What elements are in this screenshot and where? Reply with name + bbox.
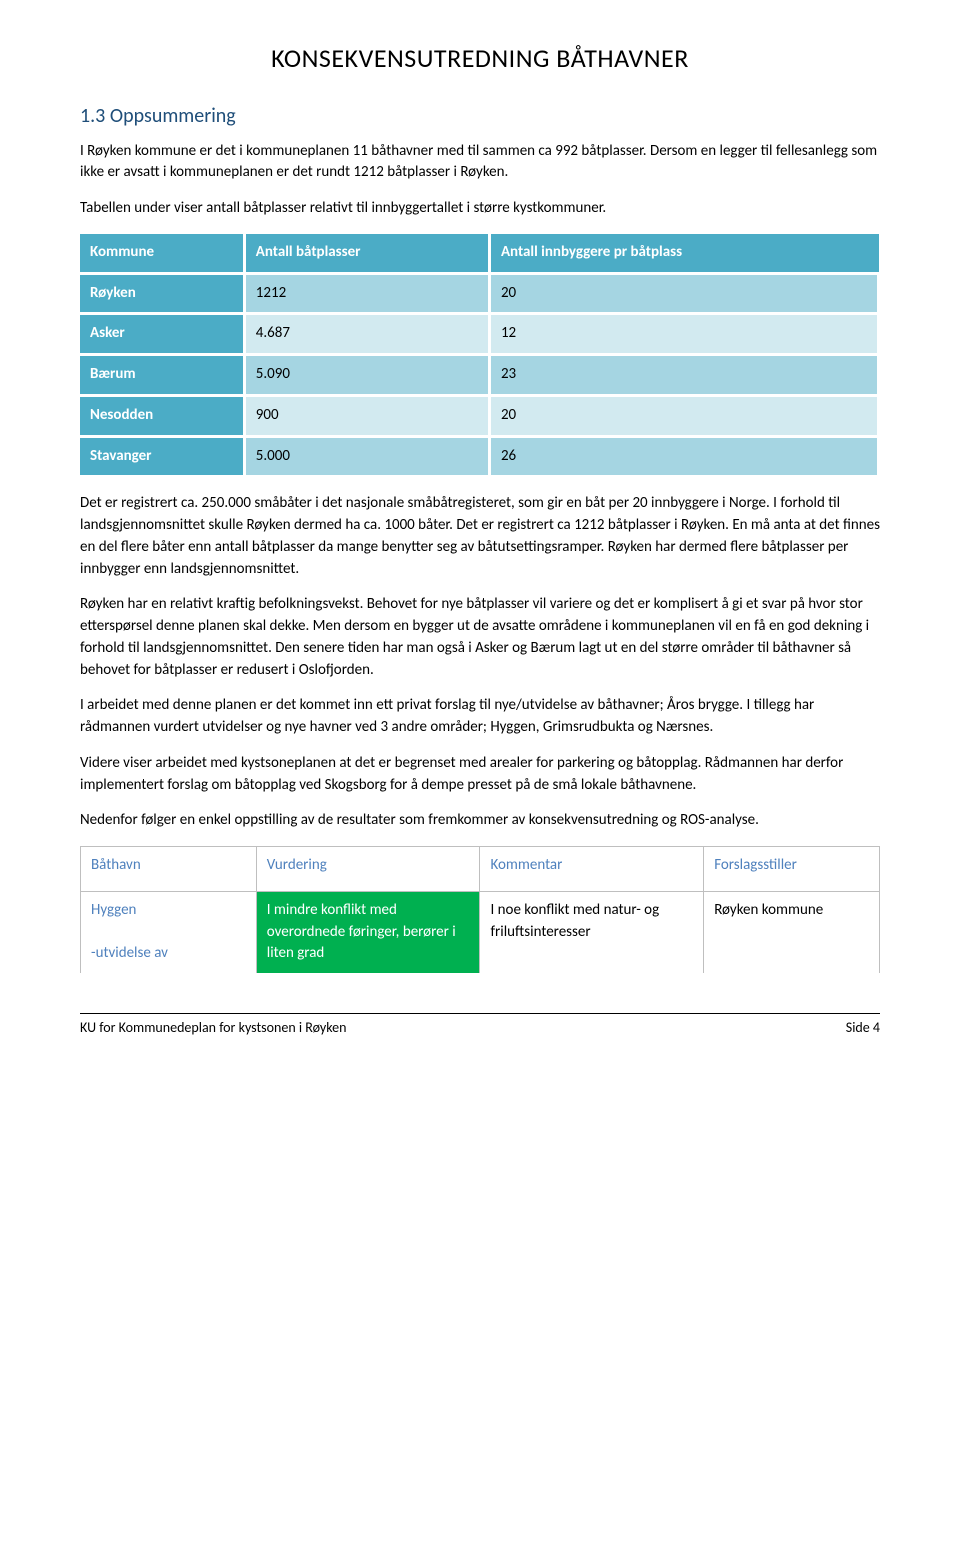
- intro-paragraph-1: I Røyken kommune er det i kommuneplanen …: [80, 141, 880, 185]
- cell-value: 23: [489, 355, 878, 396]
- cell-value: 12: [489, 314, 878, 355]
- cell-value: 900: [244, 395, 489, 436]
- page-footer: KU for Kommunedeplan for kystsonen i Røy…: [80, 1013, 880, 1038]
- intro-paragraph-2: Tabellen under viser antall båtplasser r…: [80, 198, 880, 220]
- page-title: KONSEKVENSUTREDNING BÅTHAVNER: [80, 40, 880, 78]
- row-label: Bærum: [80, 355, 244, 396]
- row-label: Nesodden: [80, 395, 244, 436]
- forslagsstiller-cell: Røyken kommune: [704, 891, 880, 973]
- bathavn-line1: Hyggen: [91, 901, 136, 919]
- table-header-row: Båthavn Vurdering Kommentar Forslagsstil…: [81, 847, 880, 892]
- bathavn-line2: -utvidelse av: [91, 944, 168, 962]
- table-row: Bærum 5.090 23: [80, 355, 879, 396]
- bathavn-name: Hyggen -utvidelse av: [81, 891, 257, 973]
- cell-value: 5.090: [244, 355, 489, 396]
- footer-right: Side 4: [846, 1018, 880, 1038]
- row-label: Røyken: [80, 273, 244, 314]
- col-batplasser: Antall båtplasser: [244, 234, 489, 273]
- cell-value: 5.000: [244, 436, 489, 475]
- cell-value: 20: [489, 395, 878, 436]
- col-kommune: Kommune: [80, 234, 244, 273]
- table-row: Nesodden 900 20: [80, 395, 879, 436]
- row-label: Asker: [80, 314, 244, 355]
- body-paragraph: Det er registrert ca. 250.000 småbåter i…: [80, 493, 880, 580]
- table-row: Asker 4.687 12: [80, 314, 879, 355]
- bathavn-table: Båthavn Vurdering Kommentar Forslagsstil…: [80, 846, 880, 973]
- vurdering-cell: I mindre konflikt med overordnede føring…: [256, 891, 480, 973]
- table-header-row: Kommune Antall båtplasser Antall innbygg…: [80, 234, 879, 273]
- cell-value: 20: [489, 273, 878, 314]
- body-paragraph: Videre viser arbeidet med kystsoneplanen…: [80, 753, 880, 797]
- table-row: Røyken 1212 20: [80, 273, 879, 314]
- col-forslagsstiller: Forslagsstiller: [704, 847, 880, 892]
- body-paragraph: Røyken har en relativt kraftig befolknin…: [80, 594, 880, 681]
- row-label: Stavanger: [80, 436, 244, 475]
- col-bathavn: Båthavn: [81, 847, 257, 892]
- section-heading: 1.3 Oppsummering: [80, 102, 880, 131]
- col-innbyggere: Antall innbyggere pr båtplass: [489, 234, 878, 273]
- kommune-table: Kommune Antall båtplasser Antall innbygg…: [80, 234, 880, 476]
- table-row: Hyggen -utvidelse av I mindre konflikt m…: [81, 891, 880, 973]
- cell-value: 4.687: [244, 314, 489, 355]
- table-row: Stavanger 5.000 26: [80, 436, 879, 475]
- kommentar-cell: I noe konflikt med natur- og friluftsint…: [480, 891, 704, 973]
- cell-value: 26: [489, 436, 878, 475]
- body-paragraph: Nedenfor følger en enkel oppstilling av …: [80, 810, 880, 832]
- col-vurdering: Vurdering: [256, 847, 480, 892]
- footer-left: KU for Kommunedeplan for kystsonen i Røy…: [80, 1018, 346, 1038]
- cell-value: 1212: [244, 273, 489, 314]
- col-kommentar: Kommentar: [480, 847, 704, 892]
- body-paragraph: I arbeidet med denne planen er det komme…: [80, 695, 880, 739]
